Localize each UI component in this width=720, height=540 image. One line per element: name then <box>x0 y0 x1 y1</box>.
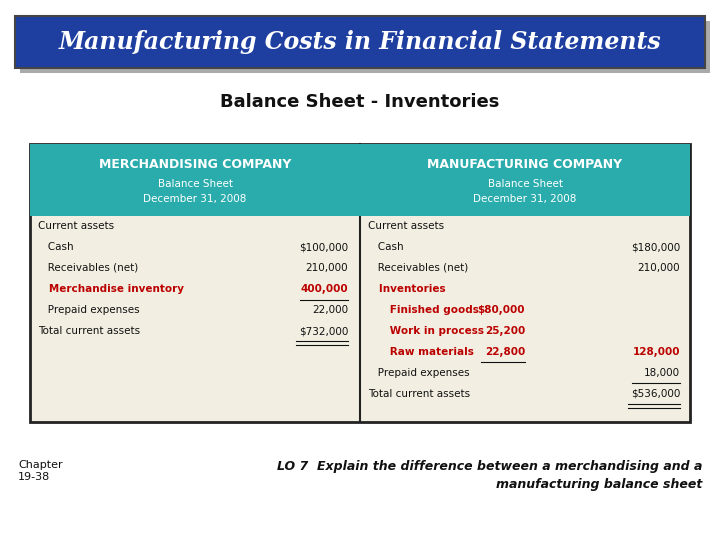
Text: $80,000: $80,000 <box>477 305 525 315</box>
Text: Cash: Cash <box>368 242 404 252</box>
Text: Balance Sheet: Balance Sheet <box>487 179 562 189</box>
Text: $100,000: $100,000 <box>299 242 348 252</box>
Text: 18,000: 18,000 <box>644 368 680 378</box>
Text: Finished goods: Finished goods <box>368 305 479 315</box>
Text: Total current assets: Total current assets <box>38 326 140 336</box>
Text: Balance Sheet: Balance Sheet <box>158 179 233 189</box>
Text: 210,000: 210,000 <box>305 263 348 273</box>
Bar <box>30 144 360 216</box>
Bar <box>20 21 710 73</box>
Text: 22,000: 22,000 <box>312 305 348 315</box>
Text: $536,000: $536,000 <box>631 389 680 399</box>
Text: MERCHANDISING COMPANY: MERCHANDISING COMPANY <box>99 158 291 171</box>
Text: December 31, 2008: December 31, 2008 <box>143 194 247 204</box>
Text: Chapter
19-38: Chapter 19-38 <box>18 460 63 482</box>
Text: manufacturing balance sheet: manufacturing balance sheet <box>495 478 702 491</box>
Text: Current assets: Current assets <box>368 221 444 231</box>
Text: Inventories: Inventories <box>368 284 446 294</box>
Text: Cash: Cash <box>38 242 73 252</box>
Text: Balance Sheet - Inventories: Balance Sheet - Inventories <box>220 93 500 111</box>
Text: Receivables (net): Receivables (net) <box>368 263 468 273</box>
Text: LO 7  Explain the difference between a merchandising and a: LO 7 Explain the difference between a me… <box>276 460 702 473</box>
Bar <box>360 144 690 216</box>
Text: MANUFACTURING COMPANY: MANUFACTURING COMPANY <box>428 158 623 171</box>
Text: December 31, 2008: December 31, 2008 <box>473 194 577 204</box>
Text: Receivables (net): Receivables (net) <box>38 263 138 273</box>
Bar <box>15 16 705 68</box>
Text: 210,000: 210,000 <box>637 263 680 273</box>
Text: Raw materials: Raw materials <box>368 347 474 357</box>
Text: Total current assets: Total current assets <box>368 389 470 399</box>
Bar <box>30 144 690 422</box>
Text: 400,000: 400,000 <box>300 284 348 294</box>
Text: $732,000: $732,000 <box>299 326 348 336</box>
Text: Work in process: Work in process <box>368 326 484 336</box>
Text: $180,000: $180,000 <box>631 242 680 252</box>
Text: Prepaid expenses: Prepaid expenses <box>38 305 140 315</box>
Text: 25,200: 25,200 <box>485 326 525 336</box>
Text: Manufacturing Costs in Financial Statements: Manufacturing Costs in Financial Stateme… <box>59 30 661 54</box>
Text: Current assets: Current assets <box>38 221 114 231</box>
Text: 22,800: 22,800 <box>485 347 525 357</box>
Text: 128,000: 128,000 <box>632 347 680 357</box>
Text: Merchandise inventory: Merchandise inventory <box>38 284 184 294</box>
Text: Prepaid expenses: Prepaid expenses <box>368 368 469 378</box>
